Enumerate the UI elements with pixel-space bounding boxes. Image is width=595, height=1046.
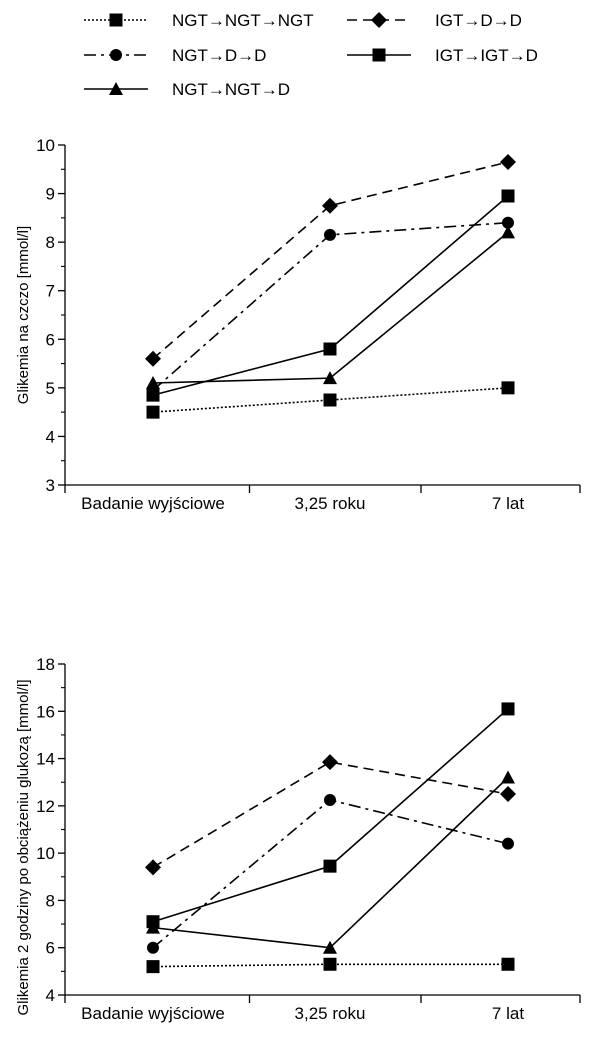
data-point xyxy=(324,228,336,241)
legend-marker xyxy=(371,12,387,28)
series-line xyxy=(152,799,509,949)
chart-2h-glucose: 4 6 8 10 12 14 16 18 Badanie wyjściowe 3,25 roku 7… xyxy=(15,655,581,1023)
y-tick-label: 6 xyxy=(46,939,55,958)
y-tick-label: 18 xyxy=(36,655,55,674)
legend: NGT→NGT→NGT IGT→D→D NGT→D→D IGT→IGT→D NGT→NG… xyxy=(84,11,538,99)
legend-marker xyxy=(109,13,123,27)
y-tick-label: 8 xyxy=(46,233,55,252)
y-axis-title: Glikemia 2 godziny po obciążeniu glukozą… xyxy=(15,680,32,1016)
data-point xyxy=(323,957,337,971)
y-tick-label: 12 xyxy=(36,797,55,816)
series-2 xyxy=(146,225,515,389)
data-point xyxy=(323,342,337,356)
legend-item: NGT→D→D xyxy=(84,46,266,65)
data-point xyxy=(501,702,515,716)
legend-label: NGT→NGT→NGT xyxy=(172,11,314,30)
data-point xyxy=(324,793,336,806)
data-point xyxy=(501,189,515,203)
series-0 xyxy=(146,381,515,419)
series-line xyxy=(152,761,509,869)
y-tick-label: 8 xyxy=(46,891,55,910)
y-tick-label: 5 xyxy=(46,379,55,398)
x-tick-label: Badanie wyjściowe xyxy=(81,494,225,513)
y-tick-label: 16 xyxy=(36,702,55,721)
chart-fasting-glucose: 3 4 5 6 7 8 9 10 Badanie wyjściowe 3,25 roku 7 lat… xyxy=(15,136,581,513)
y-axis-title: Glikemia na czczo [mmol/l] xyxy=(15,226,32,404)
y-tick-label: 3 xyxy=(46,476,55,495)
y-tick-label: 10 xyxy=(36,136,55,155)
series-1 xyxy=(147,216,514,397)
data-point xyxy=(145,859,161,876)
data-point xyxy=(146,388,160,402)
data-point xyxy=(146,915,160,929)
data-point xyxy=(323,393,337,407)
data-point xyxy=(322,754,338,771)
series-4 xyxy=(146,189,515,402)
data-point xyxy=(322,197,338,214)
data-point xyxy=(146,376,160,389)
data-point xyxy=(501,225,515,239)
data-point xyxy=(500,154,516,170)
data-point xyxy=(146,405,160,419)
legend-marker xyxy=(109,82,123,95)
series-2 xyxy=(146,770,515,954)
y-tick-label: 4 xyxy=(46,986,55,1005)
x-tick-label: 7 lat xyxy=(492,494,524,513)
data-point xyxy=(147,941,159,954)
series-line xyxy=(152,221,509,391)
data-point xyxy=(145,350,161,367)
data-point xyxy=(323,940,337,954)
legend-label: IGT→D→D xyxy=(435,11,522,30)
y-tick-label: 4 xyxy=(46,427,55,446)
legend-item: IGT→D→D xyxy=(347,11,522,30)
x-tick-label: Badanie wyjściowe xyxy=(81,1004,225,1023)
legend-label: IGT→IGT→D xyxy=(435,46,538,65)
x-tick-label: 7 lat xyxy=(492,1004,524,1023)
x-tick-label: 3,25 roku xyxy=(295,494,366,513)
data-point xyxy=(146,960,160,974)
series-0 xyxy=(146,957,515,974)
data-point xyxy=(501,381,515,395)
legend-item: NGT→NGT→NGT xyxy=(84,11,314,30)
legend-label: NGT→NGT→D xyxy=(172,80,290,99)
series-line xyxy=(152,708,509,923)
series-3 xyxy=(145,754,516,876)
legend-label: NGT→D→D xyxy=(172,46,266,65)
data-point xyxy=(501,770,515,784)
y-tick-label: 6 xyxy=(46,330,55,349)
data-point xyxy=(500,786,516,803)
series-3 xyxy=(145,154,516,367)
data-point xyxy=(323,859,337,873)
series-line xyxy=(152,231,509,384)
x-tick-label: 3,25 roku xyxy=(295,1004,366,1023)
data-point xyxy=(501,957,515,971)
legend-marker xyxy=(110,49,122,61)
y-tick-label: 10 xyxy=(36,844,55,863)
series-line xyxy=(152,161,509,360)
data-point xyxy=(323,371,337,385)
y-tick-label: 9 xyxy=(46,185,55,204)
legend-marker xyxy=(372,48,386,62)
legend-item: NGT→NGT→D xyxy=(84,80,290,99)
series-1 xyxy=(147,793,514,954)
legend-item: IGT→IGT→D xyxy=(347,46,538,65)
y-tick-label: 7 xyxy=(46,282,55,301)
data-point xyxy=(502,216,514,229)
y-tick-label: 14 xyxy=(36,750,55,769)
data-point xyxy=(502,837,514,850)
series-4 xyxy=(146,702,515,929)
